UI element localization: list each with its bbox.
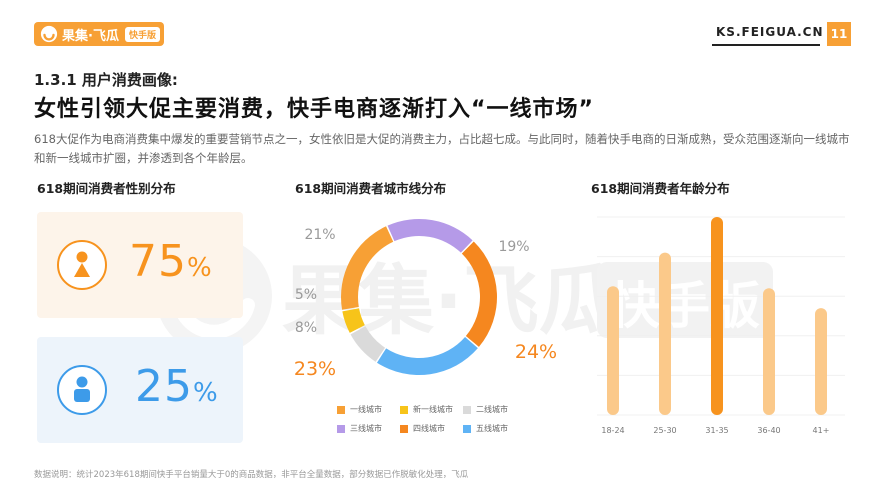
watermark-text: 果集·飞瓜 bbox=[282, 256, 615, 345]
legend-item: 二线城市 bbox=[463, 404, 526, 415]
legend-label: 二线城市 bbox=[476, 405, 508, 414]
donut-slice bbox=[342, 308, 365, 333]
description: 618大促作为电商消费集中爆发的重要营销节点之一，女性依旧是大促的消费主力，占比… bbox=[34, 132, 850, 165]
legend-swatch bbox=[337, 424, 345, 433]
legend-swatch bbox=[400, 424, 408, 433]
donut-label: 24% bbox=[515, 341, 557, 363]
legend-item: 五线城市 bbox=[463, 423, 526, 434]
donut-slice bbox=[461, 241, 497, 347]
city-donut-chart: 21% 19% 24% 23% 8% 5% bbox=[294, 219, 557, 380]
legend-item: 四线城市 bbox=[400, 423, 463, 434]
legend-swatch bbox=[463, 424, 471, 433]
legend-item: 新一线城市 bbox=[400, 404, 463, 415]
gender-panel-title: 618期间消费者性别分布 bbox=[37, 181, 176, 196]
legend-label: 五线城市 bbox=[476, 424, 508, 433]
legend-label: 新一线城市 bbox=[413, 405, 453, 414]
page-number: 11 bbox=[827, 22, 851, 46]
age-tick-label: 31-35 bbox=[705, 426, 728, 435]
donut-slice bbox=[376, 337, 478, 375]
donut-slice bbox=[341, 226, 394, 310]
donut-label: 21% bbox=[304, 227, 335, 243]
page-title: 女性引领大促主要消费，快手电商逐渐打入“一线市场” bbox=[34, 97, 594, 122]
legend-swatch bbox=[400, 405, 408, 414]
age-bar bbox=[815, 308, 827, 415]
brand-logo-icon bbox=[40, 25, 58, 43]
donut-slice bbox=[387, 219, 473, 253]
age-bar-chart: 18-24 25-30 31-35 36-40 41+ bbox=[597, 216, 845, 435]
female-value: 75 bbox=[129, 236, 187, 287]
legend-swatch bbox=[463, 405, 471, 414]
city-legend: 一线城市 新一线城市 二线城市三线城市 四线城市 五线城市 bbox=[337, 404, 547, 434]
male-percentage: 25% bbox=[135, 361, 219, 412]
donut-label: 8% bbox=[295, 320, 317, 336]
watermark-badge: 快手版 bbox=[610, 277, 760, 335]
brand-logo: 果集·飞瓜 快手版 bbox=[34, 22, 164, 46]
legend-label: 四线城市 bbox=[413, 424, 445, 433]
legend-item: 三线城市 bbox=[337, 423, 400, 434]
female-icon bbox=[57, 240, 107, 290]
age-tick-label: 36-40 bbox=[757, 426, 780, 435]
legend-label: 一线城市 bbox=[350, 405, 382, 414]
donut-label: 19% bbox=[498, 239, 529, 255]
female-percentage: 75% bbox=[129, 236, 213, 287]
age-tick-label: 25-30 bbox=[653, 426, 676, 435]
male-value: 25 bbox=[135, 361, 193, 412]
section-title: 1.3.1 用户消费画像: bbox=[34, 71, 178, 89]
male-unit: % bbox=[193, 378, 219, 408]
age-tick-label: 18-24 bbox=[601, 426, 624, 435]
age-bar bbox=[607, 286, 619, 415]
age-panel-title: 618期间消费者年龄分布 bbox=[591, 181, 730, 196]
age-bar bbox=[763, 288, 775, 415]
brand-name: 果集·飞瓜 bbox=[62, 28, 119, 44]
header-rule bbox=[712, 44, 820, 46]
donut-slice bbox=[350, 326, 386, 362]
site-url[interactable]: KS.FEIGUA.CN bbox=[716, 25, 824, 39]
brand-badge: 快手版 bbox=[124, 26, 160, 42]
legend-swatch bbox=[337, 405, 345, 414]
female-unit: % bbox=[187, 253, 213, 283]
donut-label: 23% bbox=[294, 358, 336, 380]
donut-label: 5% bbox=[295, 287, 317, 303]
female-card: 75% bbox=[37, 212, 243, 318]
city-panel-title: 618期间消费者城市线分布 bbox=[295, 181, 447, 196]
age-tick-label: 41+ bbox=[813, 426, 830, 435]
legend-item: 一线城市 bbox=[337, 404, 400, 415]
legend-label: 三线城市 bbox=[350, 424, 382, 433]
male-icon bbox=[57, 365, 107, 415]
male-card: 25% bbox=[37, 337, 243, 443]
footnote: 数据说明：统计2023年618期间快手平台销量大于0的商品数据，非平台全量数据，… bbox=[34, 470, 469, 480]
age-bar bbox=[711, 217, 723, 415]
age-bar bbox=[659, 252, 671, 415]
